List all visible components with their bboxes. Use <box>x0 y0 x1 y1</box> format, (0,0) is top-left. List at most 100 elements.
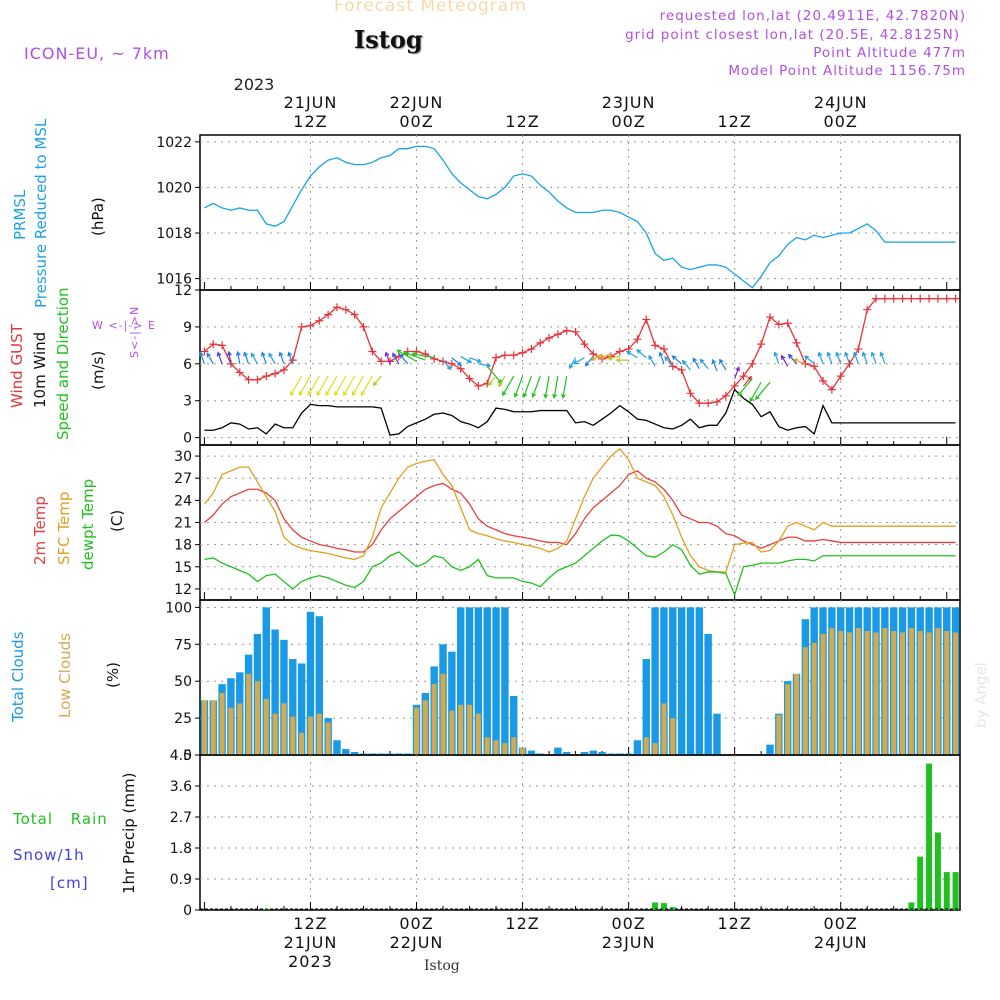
total-cloud-bar <box>439 644 447 755</box>
low-cloud-bar <box>210 700 216 755</box>
grid-coords: grid point closest lon,lat (20.5E, 42.81… <box>625 27 960 43</box>
total-cloud-bar <box>934 607 942 755</box>
gust-point <box>315 316 324 325</box>
wind-direction-arrow <box>487 375 497 387</box>
low-cloud-bar <box>855 628 861 755</box>
wind-direction-arrow <box>384 351 391 365</box>
pressure-ytick-label: 1018 <box>156 226 192 242</box>
low-cloud-bar <box>431 684 437 755</box>
wind-direction-arrow <box>543 376 550 400</box>
gust-point <box>695 399 704 408</box>
wind-speed-dir-label: Speed and Direction <box>54 287 72 440</box>
clouds-total-label: Total Clouds <box>9 631 27 722</box>
total-cloud-bar <box>854 607 863 755</box>
low-cloud-bar <box>237 703 243 755</box>
total-cloud-bar <box>501 607 509 755</box>
gust-point <box>394 352 403 361</box>
gust-point <box>783 319 792 328</box>
low-cloud-bar <box>263 698 269 755</box>
total-cloud-bar <box>218 684 226 755</box>
wind-direction-arrow <box>743 375 753 387</box>
gust-point <box>854 345 863 354</box>
low-cloud-bar <box>908 628 914 755</box>
precip-ytick-label: 4.5 <box>170 748 192 764</box>
wind-direction-arrow <box>598 353 612 360</box>
faint-title: Forecast Meteogram <box>334 0 527 16</box>
wind-direction-arrow <box>460 355 473 364</box>
wind-direction-arrow <box>498 375 506 388</box>
wind-direction-arrow <box>755 381 771 401</box>
gust-point <box>651 341 660 350</box>
low-cloud-bar <box>838 631 844 755</box>
wind-direction-arrow <box>561 376 568 400</box>
low-cloud-bar <box>794 673 799 755</box>
pressure-ytick-label: 1016 <box>156 272 192 288</box>
total-cloud-bar <box>642 659 650 755</box>
total-cloud-bar <box>872 607 880 755</box>
bottom-station-label: Istog <box>424 958 460 974</box>
wind-direction-arrow <box>590 353 603 361</box>
temp-ytick-label: 21 <box>174 516 192 532</box>
gust-point <box>659 345 668 354</box>
low-cloud-bar <box>917 631 923 755</box>
gust-point <box>748 359 757 368</box>
total-cloud-bar <box>845 607 854 755</box>
temp-ytick-label: 27 <box>174 471 192 487</box>
wind-direction-arrow <box>584 356 594 367</box>
wind-ytick-label: 9 <box>183 320 192 336</box>
wind-direction-arrow <box>260 351 267 365</box>
low-cloud-bar <box>458 704 464 755</box>
total-cloud-bar <box>792 673 801 755</box>
bottom-hour-label: 00Z <box>399 914 433 933</box>
wind-direction-arrow <box>392 352 400 365</box>
gust-point <box>536 338 545 347</box>
gust-point <box>836 372 845 381</box>
gust-point <box>951 294 960 303</box>
total-cloud-bar <box>766 744 774 755</box>
gust-point <box>527 345 536 354</box>
gust-point <box>757 340 766 349</box>
total-cloud-bar <box>580 752 589 755</box>
low-cloud-bar <box>299 732 305 755</box>
wind-ytick-label: 12 <box>174 283 192 299</box>
wind-direction-arrow <box>606 355 620 361</box>
temp-unit: (C) <box>108 509 126 532</box>
gust-point <box>306 321 315 330</box>
wind-direction-arrow <box>343 375 356 397</box>
clouds-low-label: Low Clouds <box>56 633 74 718</box>
gust-point <box>500 351 509 360</box>
rain-bar <box>952 872 959 910</box>
total-cloud-bar <box>669 607 677 755</box>
total-cloud-bar <box>589 750 597 755</box>
wind-direction-arrow <box>625 351 638 359</box>
total-cloud-bar <box>616 753 624 755</box>
gust-point <box>465 374 474 383</box>
gust-point <box>386 357 394 366</box>
gust-point <box>925 294 934 303</box>
wind-direction-arrow <box>552 376 559 400</box>
low-cloud-bar <box>811 642 817 755</box>
gust-point <box>774 320 783 329</box>
gust-point <box>889 294 898 303</box>
total-cloud-bar <box>271 629 279 755</box>
pressure-ytick-label: 1022 <box>156 135 192 151</box>
gust-point <box>801 359 810 368</box>
wind-direction-arrow <box>403 351 426 361</box>
gust-point <box>492 353 501 362</box>
wind-direction-arrow <box>235 350 241 364</box>
gust-point <box>553 330 562 339</box>
total-cloud-bar <box>483 607 491 755</box>
low-cloud-bar <box>467 704 473 755</box>
gust-point <box>439 357 448 366</box>
total-cloud-bar <box>783 681 792 755</box>
wind-direction-arrow <box>478 362 492 368</box>
total-cloud-bar <box>819 607 827 755</box>
total-cloud-bar <box>527 750 536 755</box>
total-cloud-bar <box>395 753 403 755</box>
gust-point <box>677 365 686 374</box>
low-cloud-bar <box>520 747 526 755</box>
low-cloud-bar <box>785 684 791 755</box>
wind-direction-arrow <box>522 375 532 398</box>
low-cloud-bar <box>201 700 207 755</box>
wind-direction-arrow <box>568 357 577 370</box>
